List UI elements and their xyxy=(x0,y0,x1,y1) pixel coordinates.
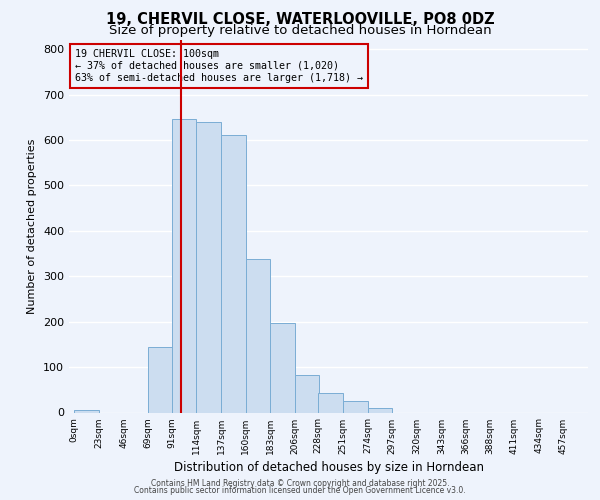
Text: Size of property relative to detached houses in Horndean: Size of property relative to detached ho… xyxy=(109,24,491,37)
Y-axis label: Number of detached properties: Number of detached properties xyxy=(28,138,37,314)
X-axis label: Distribution of detached houses by size in Horndean: Distribution of detached houses by size … xyxy=(173,460,484,473)
Text: 19, CHERVIL CLOSE, WATERLOOVILLE, PO8 0DZ: 19, CHERVIL CLOSE, WATERLOOVILLE, PO8 0D… xyxy=(106,12,494,26)
Bar xyxy=(319,394,343,412)
Bar xyxy=(368,408,392,412)
Bar xyxy=(295,375,319,412)
Text: 19 CHERVIL CLOSE: 100sqm
← 37% of detached houses are smaller (1,020)
63% of sem: 19 CHERVIL CLOSE: 100sqm ← 37% of detach… xyxy=(75,50,363,82)
Bar xyxy=(74,410,99,412)
Bar xyxy=(148,346,173,412)
Bar xyxy=(245,259,270,412)
Bar xyxy=(343,401,368,412)
Bar xyxy=(221,136,245,412)
Bar xyxy=(196,122,221,412)
Text: Contains public sector information licensed under the Open Government Licence v3: Contains public sector information licen… xyxy=(134,486,466,495)
Text: Contains HM Land Registry data © Crown copyright and database right 2025.: Contains HM Land Registry data © Crown c… xyxy=(151,478,449,488)
Bar xyxy=(270,322,295,412)
Bar xyxy=(172,120,196,412)
